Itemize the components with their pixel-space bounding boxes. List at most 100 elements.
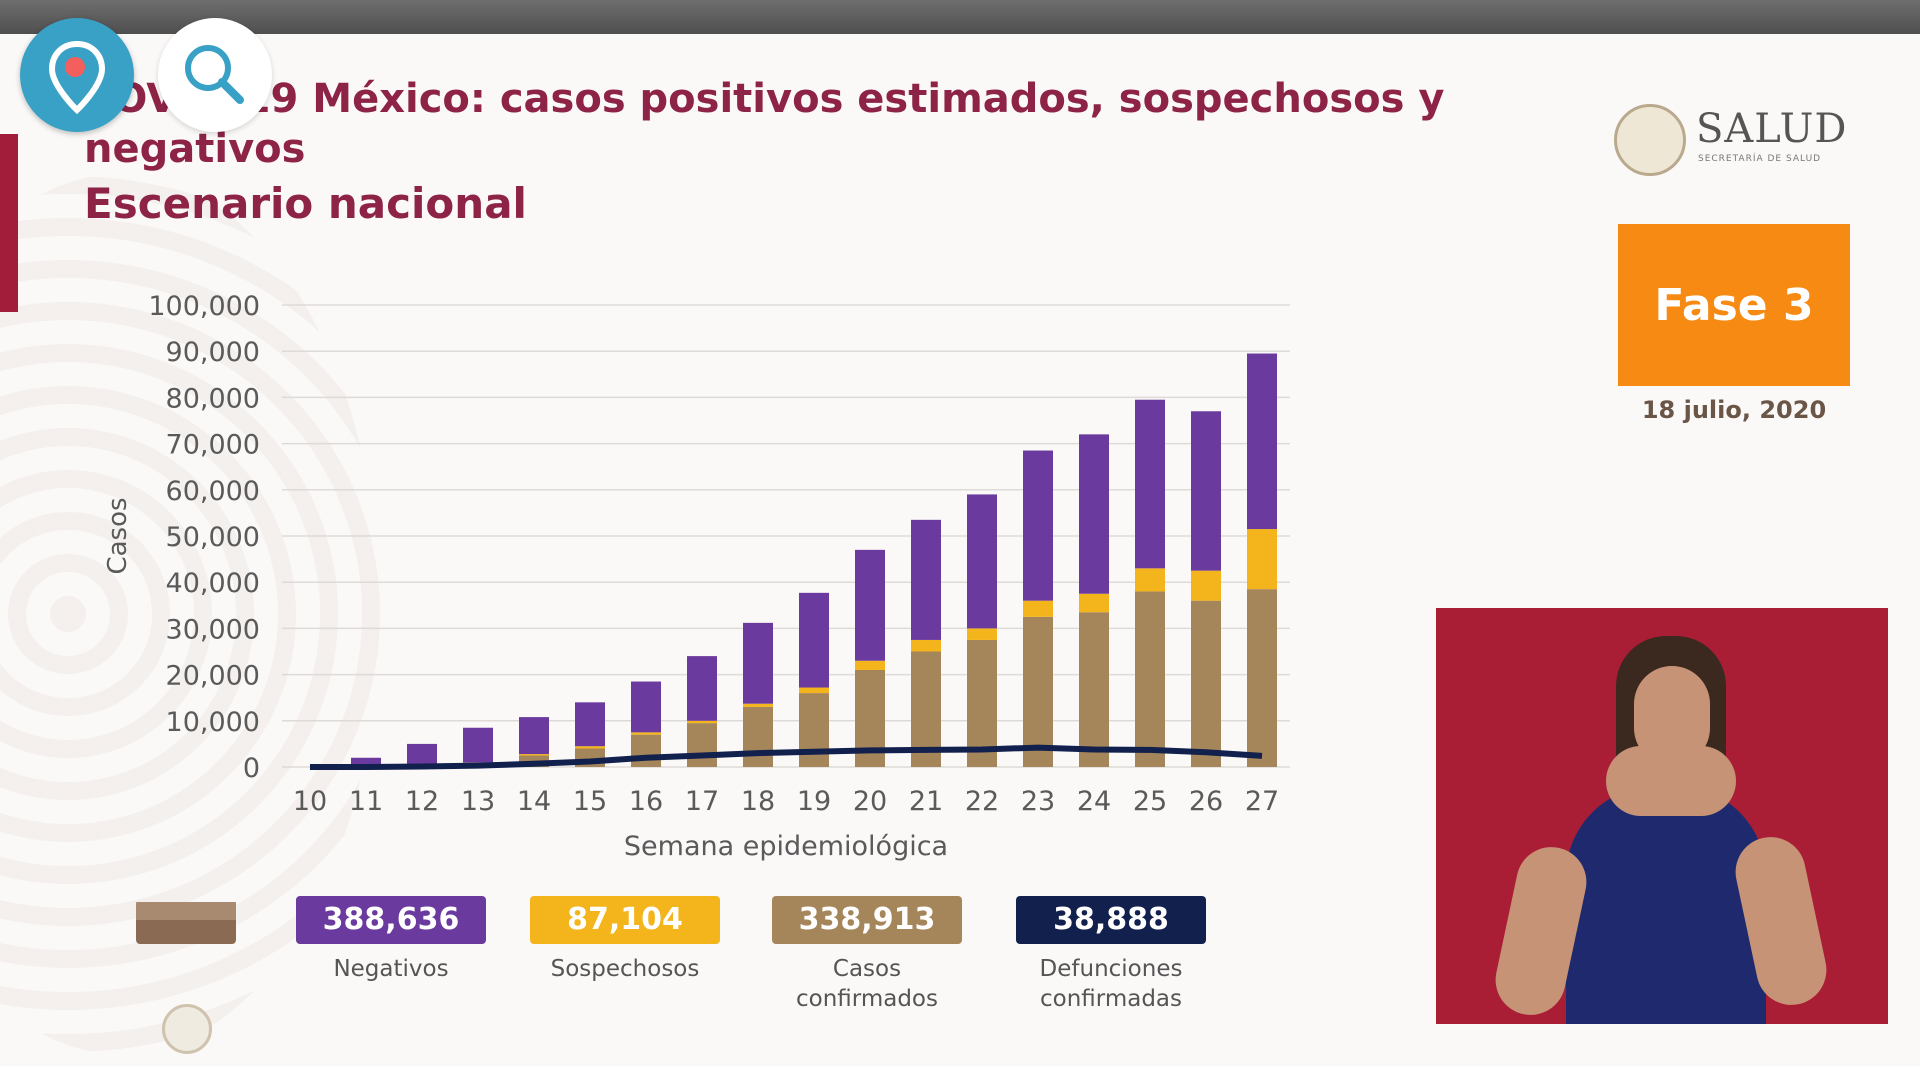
bar-segment <box>687 723 717 767</box>
y-tick-label: 100,000 <box>148 291 260 322</box>
salud-wordmark: SALUD <box>1696 106 1848 152</box>
y-tick-label: 50,000 <box>166 522 260 553</box>
slide-title: COVID-19 México: casos positivos estimad… <box>84 76 1445 172</box>
bar-segment <box>967 494 997 629</box>
x-tick-label: 23 <box>1021 786 1055 817</box>
bar-segment <box>1247 353 1277 530</box>
bar-segment <box>743 706 773 767</box>
slide-subtitle: Escenario nacional <box>84 179 527 228</box>
bar-segment <box>1135 591 1165 767</box>
bar-segment <box>519 717 549 755</box>
legend-label-sospechosos: Sospechosos <box>550 956 700 982</box>
bar-segment <box>1079 593 1109 613</box>
location-pin-icon <box>48 40 106 115</box>
legend-value-defunciones: 38,888 <box>1016 896 1206 944</box>
bar-segment <box>575 746 605 749</box>
bar-segment <box>799 693 829 767</box>
x-tick-label: 18 <box>741 786 775 817</box>
bar-segment <box>1023 450 1053 601</box>
bar-segment <box>1079 434 1109 594</box>
search-button[interactable] <box>158 18 272 132</box>
y-tick-label: 90,000 <box>166 337 260 368</box>
bar-segment <box>967 628 997 640</box>
bar-segment <box>1079 612 1109 767</box>
x-tick-label: 12 <box>405 786 439 817</box>
bar-segment <box>855 549 885 661</box>
bar-segment <box>631 681 661 733</box>
stacked-bar-chart: 0 10,000 20,000 30,000 40,000 50,000 60,000 70,… <box>103 291 1290 862</box>
x-tick-label: 25 <box>1133 786 1167 817</box>
legend-label-confirmados: Casos confirmados <box>796 956 938 1012</box>
x-tick-label: 15 <box>573 786 607 817</box>
bar-segment <box>1247 529 1277 590</box>
y-tick-label: 0 <box>243 753 260 784</box>
top-bar <box>0 0 1920 34</box>
bar-segment <box>799 687 829 694</box>
bar-segment <box>1135 568 1165 592</box>
x-tick-label: 16 <box>629 786 663 817</box>
interpreter-body <box>1566 786 1766 1024</box>
y-tick-label: 80,000 <box>166 383 260 414</box>
legend-confirmados: 338,913 Casos confirmados <box>772 896 962 1014</box>
left-accent-bar <box>0 134 18 312</box>
bar-segment <box>519 754 549 756</box>
y-axis-label: Casos <box>103 497 133 574</box>
bar-segment <box>631 734 661 767</box>
x-tick-label: 22 <box>965 786 999 817</box>
y-tick-label: 10,000 <box>166 707 260 738</box>
bar-segment <box>1191 411 1221 571</box>
legend-sospechosos: 87,104 Sospechosos <box>530 896 720 984</box>
y-tick-label: 60,000 <box>166 476 260 507</box>
bar-segment <box>743 703 773 707</box>
x-tick-label: 24 <box>1077 786 1111 817</box>
phase-badge: Fase 3 <box>1618 224 1850 386</box>
bar-segment <box>743 622 773 704</box>
bar-segment <box>1191 570 1221 601</box>
bar-segment <box>799 592 829 688</box>
bar-segment <box>687 720 717 724</box>
bar-segment <box>631 732 661 735</box>
legend-label-negativos: Negativos <box>333 956 449 982</box>
bar-segment <box>967 639 997 767</box>
x-tick-label: 13 <box>461 786 495 817</box>
bar-segment <box>687 656 717 721</box>
y-tick-label: 20,000 <box>166 661 260 692</box>
bottom-seal-icon <box>162 1004 212 1054</box>
salud-subtext: SECRETARÍA DE SALUD <box>1698 154 1822 164</box>
bar-segment <box>575 702 605 747</box>
bar-segment <box>911 519 941 640</box>
x-axis-label: Semana epidemiológica <box>624 831 948 862</box>
y-tick-label: 40,000 <box>166 568 260 599</box>
sign-language-interpreter-video <box>1436 608 1888 1024</box>
bar-segment <box>351 757 381 767</box>
search-icon <box>185 45 244 104</box>
x-tick-label: 11 <box>349 786 383 817</box>
bar-segment <box>1135 399 1165 569</box>
bar-segment <box>1191 600 1221 767</box>
y-tick-label: 30,000 <box>166 614 260 645</box>
interpreter-hands <box>1606 746 1736 816</box>
x-tick-label: 27 <box>1245 786 1279 817</box>
deaths-line <box>310 744 1263 770</box>
x-tick-label: 26 <box>1189 786 1223 817</box>
x-tick-label: 20 <box>853 786 887 817</box>
slide-date: 18 julio, 2020 <box>1641 396 1827 424</box>
legend-label-defunciones: Defunciones confirmadas <box>1039 956 1183 1012</box>
x-tick-label: 17 <box>685 786 719 817</box>
y-tick-label: 70,000 <box>166 430 260 461</box>
x-tick-label: 10 <box>293 786 327 817</box>
bar-segment <box>407 743 437 765</box>
legend-negativos: 388,636 Negativos <box>296 896 486 984</box>
slide: COVID-19 México: casos positivos estimad… <box>0 34 1920 1066</box>
interpreter-figure <box>1489 636 1833 1024</box>
x-tick-label: 21 <box>909 786 943 817</box>
mexico-seal-icon <box>1614 104 1686 176</box>
periscope-button[interactable] <box>20 18 134 132</box>
bar-segment <box>1247 589 1277 767</box>
salud-logo: SALUD SECRETARÍA DE SALUD <box>1614 102 1854 212</box>
x-tick-label: 14 <box>517 786 551 817</box>
heroes-figures-icon <box>136 884 236 944</box>
legend-value-confirmados: 338,913 <box>772 896 962 944</box>
bar-segment <box>911 639 941 652</box>
bar-segment <box>463 727 493 763</box>
